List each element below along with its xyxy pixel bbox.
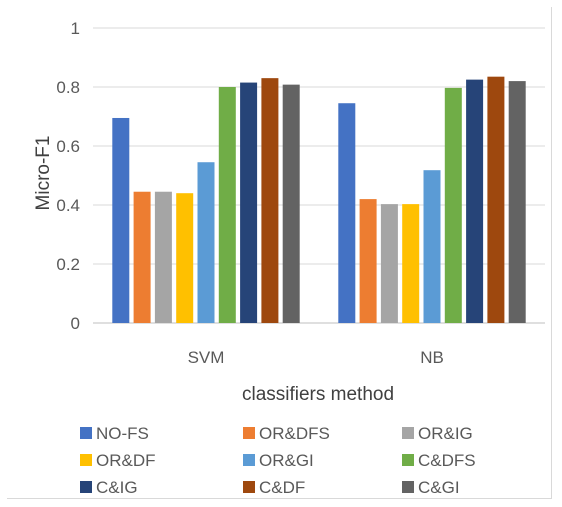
legend: NO-FS OR&DFS OR&IG OR&DF OR&GI C&DFS C&IG C&DF C… (80, 424, 476, 497)
legend-label: OR&GI (259, 451, 314, 470)
legend-swatch (243, 427, 255, 439)
legend-swatch (402, 481, 414, 493)
bars (112, 76, 526, 324)
bar-no-fs-nb (338, 103, 356, 323)
bar-c-df-svm (261, 78, 279, 324)
bar-c-df-nb (487, 76, 505, 323)
bar-or-dfs-nb (359, 199, 377, 323)
bar-c-ig-svm (240, 82, 258, 323)
legend-swatch (243, 481, 255, 493)
bar-or-df-svm (176, 193, 194, 323)
legend-swatch (402, 454, 414, 466)
legend-label: C&IG (96, 478, 138, 497)
bar-or-gi-svm (197, 162, 215, 323)
legend-label: NO-FS (96, 424, 149, 443)
bar-or-df-nb (402, 204, 420, 323)
y-tick-label: 0.4 (56, 196, 80, 215)
legend-swatch (80, 427, 92, 439)
bar-c-dfs-nb (444, 87, 462, 323)
legend-label: C&GI (418, 478, 460, 497)
legend-label: C&DF (259, 478, 305, 497)
legend-label: OR&IG (418, 424, 473, 443)
legend-label: C&DFS (418, 451, 476, 470)
bar-c-ig-nb (466, 79, 484, 323)
bar-or-dfs-svm (133, 191, 151, 323)
bar-no-fs-svm (112, 117, 130, 323)
y-axis-title: Micro-F1 (33, 136, 54, 211)
x-category-label: SVM (188, 348, 225, 367)
y-tick-label: 0.2 (56, 255, 80, 274)
bar-c-gi-svm (282, 84, 300, 323)
y-tick-label: 1 (71, 19, 80, 38)
x-category-label: NB (420, 348, 444, 367)
legend-swatch (80, 481, 92, 493)
bar-c-dfs-svm (218, 87, 236, 323)
bar-or-ig-nb (380, 204, 398, 323)
legend-label: OR&DF (96, 451, 156, 470)
y-tick-label: 0 (71, 314, 80, 333)
bar-c-gi-nb (508, 81, 526, 323)
bar-or-ig-svm (154, 191, 172, 323)
y-tick-label: 0.6 (56, 137, 80, 156)
x-category-labels: SVM NB (188, 348, 444, 367)
legend-swatch (80, 454, 92, 466)
bar-or-gi-nb (423, 170, 441, 323)
legend-swatch (402, 427, 414, 439)
legend-swatch (243, 454, 255, 466)
x-axis-title: classifiers method (242, 384, 394, 405)
legend-label: OR&DFS (259, 424, 330, 443)
y-tick-label: 0.8 (56, 78, 80, 97)
y-tick-labels: 0 0.2 0.4 0.6 0.8 1 (56, 19, 80, 333)
